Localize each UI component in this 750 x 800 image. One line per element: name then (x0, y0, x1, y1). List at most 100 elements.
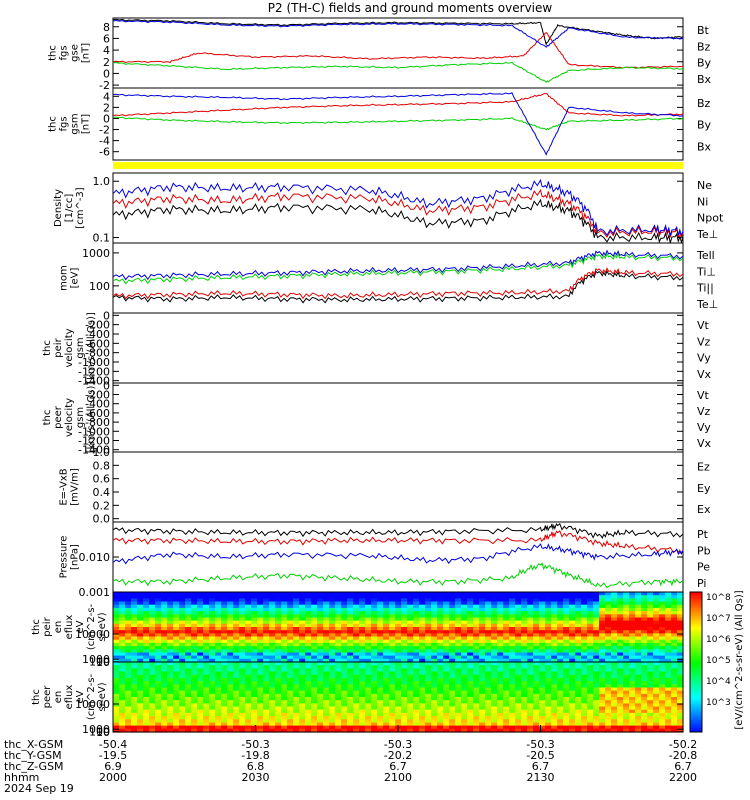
y-tick-label: 8 (103, 21, 110, 34)
y-axis-label: eV (75, 690, 86, 703)
y-axis-label: E=-VxB (59, 468, 70, 505)
legend-Ey: Ey (697, 482, 711, 495)
yellow-bar (113, 162, 683, 169)
y-axis-label: thc (42, 340, 53, 356)
y-axis-label: peer (42, 685, 53, 709)
legend-Ex: Ex (697, 503, 711, 516)
y-tick-label: -6 (99, 146, 110, 159)
colorbar (690, 592, 702, 733)
y-axis-label: fgs (59, 45, 70, 60)
y-tick-label: 0.6 (93, 473, 111, 486)
x-tick-label: -20.5 (526, 749, 554, 762)
colorbar-tick: 10^8 (706, 593, 731, 603)
x-tick-label: 6.7 (532, 760, 550, 773)
x-row-label: thc_Y-GSM (4, 749, 62, 762)
legend-By: By (697, 57, 712, 70)
y-axis-label: thc (42, 410, 53, 426)
y-tick-label: -200 (85, 389, 110, 402)
y-tick-label: 0.2 (93, 499, 111, 512)
legend-Bz: Bz (697, 97, 711, 110)
legend-Pi: Pi (697, 577, 706, 590)
y-tick-label: 0.8 (93, 459, 111, 472)
legend-Vt: Vt (697, 389, 710, 402)
panel-frame-5 (112, 382, 684, 453)
legend-Npot: Npot (697, 212, 724, 225)
y-tick-label: 10000 (75, 628, 110, 641)
y-tick-label: 100 (89, 280, 110, 293)
y-axis-label: [nT] (81, 114, 92, 134)
y-tick-label: 0 (103, 67, 110, 80)
series-line-By (112, 61, 684, 83)
panel-frame-1 (112, 87, 684, 161)
y-axis-label: peir (42, 616, 53, 636)
series-line-Bx (112, 92, 684, 156)
series-line-Ni (112, 198, 684, 244)
y-axis-label: en (53, 621, 64, 634)
y-tick-label: 0.0 (93, 513, 111, 526)
y-axis-label: gse (70, 44, 81, 62)
legend-Vy: Vy (697, 421, 711, 434)
series-line-Ne (112, 188, 684, 240)
y-tick-label: 0 (103, 112, 110, 125)
y-axis-label: [eV] (70, 268, 81, 289)
y-axis-label: Density (53, 189, 64, 227)
colorbar-label: [eV/(cm^2-s-sr-eV) (All Qs)] (734, 590, 745, 729)
y-axis-label: velocity (64, 328, 75, 367)
y-tick-label: 0.001 (79, 586, 111, 599)
legend-Bx: Bx (697, 141, 712, 154)
y-tick-label: -1200 (78, 365, 110, 378)
y-tick-label: -400 (85, 398, 110, 411)
y-axis-label: Pressure (59, 536, 70, 579)
x-tick-label: 6.7 (389, 760, 407, 773)
y-axis-label: (cm^2-s- (86, 673, 97, 720)
y-tick-label: 4 (103, 90, 110, 103)
y-axis-label: [nT] (81, 43, 92, 63)
y-axis-label: gsm (75, 337, 86, 358)
panel-frame-4 (112, 312, 684, 384)
y-tick-label: 100 (89, 726, 110, 739)
y-tick-label: -1000 (78, 356, 110, 369)
y-tick-label: 2 (103, 101, 110, 114)
y-axis-label: eflux (64, 685, 75, 710)
y-tick-label: 0 (103, 379, 110, 392)
x-tick-label: 2000 (99, 771, 127, 784)
y-tick-label: -200 (85, 319, 110, 332)
series-line-Pi (112, 562, 683, 589)
x-tick-label: -19.8 (241, 749, 269, 762)
y-tick-label: 0.1 (93, 232, 111, 245)
legend-Tell: Tell (696, 249, 715, 262)
series-line-Bz (112, 31, 684, 69)
y-axis-label: mom (59, 265, 70, 291)
x-tick-label: 6.7 (674, 760, 692, 773)
y-tick-label: -1400 (78, 375, 110, 388)
spectrogram-8 (113, 592, 684, 663)
y-axis-label: sr-eV) (97, 612, 108, 641)
legend-Ez: Ez (697, 461, 710, 474)
y-axis-label: thc (31, 689, 42, 705)
legend-Pe: Pe (697, 561, 710, 574)
legend-Vx: Vx (697, 368, 712, 381)
y-axis-label: thc (31, 619, 42, 635)
y-axis-label: sr-eV) (97, 682, 108, 711)
legend-Vt: Vt (697, 319, 710, 332)
y-tick-label: 0 (103, 309, 110, 322)
y-axis-label: eV (75, 620, 86, 633)
y-tick-label: 1000 (82, 653, 110, 666)
y-tick-label: -1000 (78, 425, 110, 438)
y-tick-label: 10 (96, 726, 110, 739)
colorbar-tick: 10^5 (706, 656, 731, 666)
x-tick-label: 6.8 (247, 760, 265, 773)
x-tick-label: -20.8 (669, 749, 697, 762)
colorbar-tick: 10^3 (706, 698, 731, 708)
x-tick-label: 2200 (669, 771, 697, 784)
y-axis-label: eflux (64, 615, 75, 640)
y-axis-label: gsm (70, 113, 81, 134)
x-tick-label: 2130 (527, 771, 555, 784)
y-axis-label: thc (48, 45, 59, 61)
legend-Bt: Bt (697, 24, 710, 37)
y-axis-label: [mV/m] (70, 468, 81, 506)
x-row-label: hhmm (4, 771, 39, 784)
legend-Pb: Pb (697, 544, 711, 557)
y-tick-label: -1400 (78, 444, 110, 457)
